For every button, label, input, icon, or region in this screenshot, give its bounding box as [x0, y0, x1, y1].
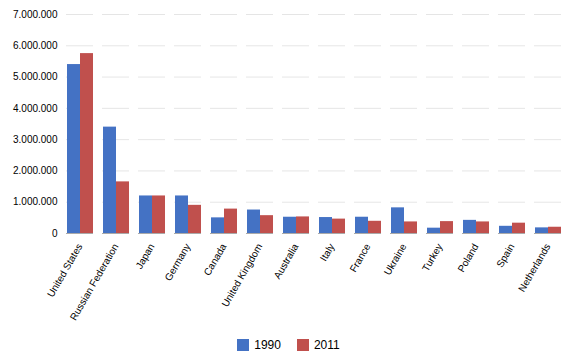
html-text:2011: 2011 [313, 338, 340, 352]
svg-text:Ukraine: Ukraine [382, 241, 409, 277]
svg-text:Spain: Spain [494, 242, 516, 270]
svg-text:6.000.000: 6.000.000 [13, 40, 58, 51]
svg-text:Australia: Australia [272, 241, 301, 281]
html-text:1990: 1990 [254, 338, 281, 352]
svg-text:Italy: Italy [318, 242, 337, 263]
svg-text:Netherlands: Netherlands [516, 242, 552, 294]
svg-text:2.000.000: 2.000.000 [13, 165, 58, 176]
svg-text:Canada: Canada [201, 241, 228, 277]
svg-text:0: 0 [52, 228, 58, 239]
svg-text:3.000.000: 3.000.000 [13, 134, 58, 145]
svg-text:4.000.000: 4.000.000 [13, 103, 58, 114]
svg-text:Japan: Japan [133, 242, 156, 271]
svg-text:United States: United States [45, 242, 85, 300]
svg-text:Poland: Poland [455, 242, 480, 274]
svg-text:United Kingdom: United Kingdom [219, 242, 264, 309]
svg-text:1.000.000: 1.000.000 [13, 196, 58, 207]
svg-text:Turkey: Turkey [420, 242, 445, 274]
svg-text:France: France [347, 241, 372, 274]
svg-text:5.000.000: 5.000.000 [13, 71, 58, 82]
svg-text:Germany: Germany [162, 242, 192, 283]
svg-text:7.000.000: 7.000.000 [13, 9, 58, 20]
svg-text:Russian Federation: Russian Federation [68, 242, 121, 323]
